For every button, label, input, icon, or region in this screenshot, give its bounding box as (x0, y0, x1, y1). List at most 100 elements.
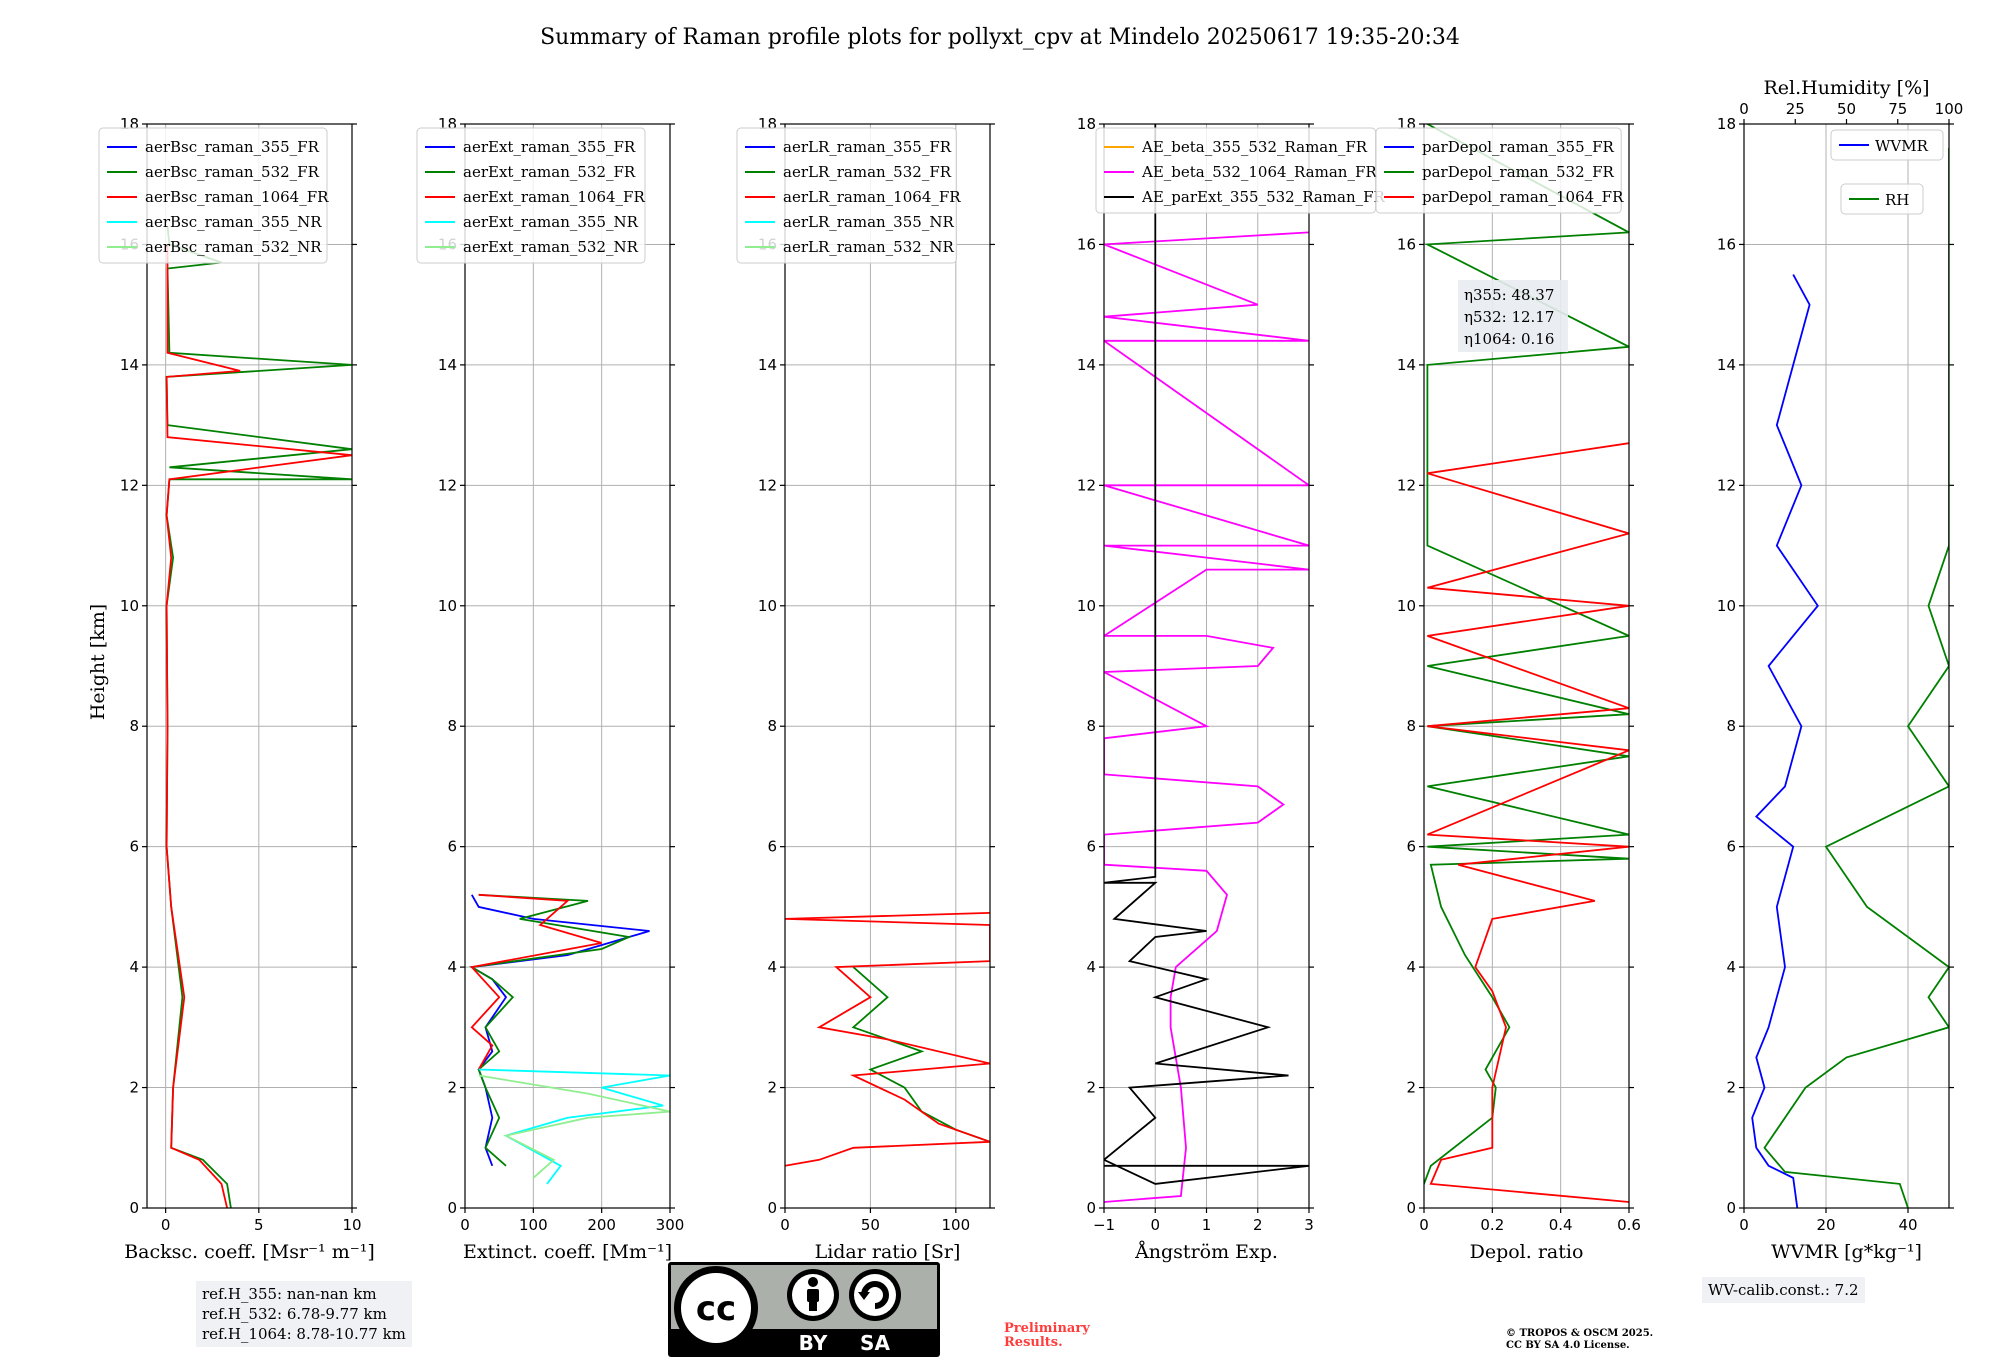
legend-label: aerBsc_raman_532_NR (145, 238, 322, 256)
y-tick-label: 8 (1726, 717, 1736, 735)
y-tick-label: 14 (438, 356, 457, 374)
panel-2: 0246810121416180100200300Extinct. coeff.… (416, 115, 685, 1263)
preliminary-line-2: Results. (1004, 1335, 1063, 1350)
y-tick-label: 10 (1397, 597, 1416, 615)
y-tick-label: 8 (1086, 717, 1096, 735)
x2-tick-label: 50 (1837, 100, 1856, 118)
copyright-line-2: CC BY SA 4.0 License. (1506, 1340, 1630, 1351)
y-tick-label: 14 (120, 356, 139, 374)
legend: aerBsc_raman_355_FR aerBsc_raman_532_FRae… (98, 127, 329, 264)
y-tick-label: 12 (1717, 476, 1736, 494)
y-tick-label: 4 (1406, 958, 1416, 976)
panels: 0246810121416180510Backsc. coeff. [Msr⁻¹… (98, 77, 1963, 1263)
legend-label: aerExt_raman_1064_FR (463, 188, 645, 206)
series-group (785, 912, 990, 1167)
y-tick-label: 2 (129, 1079, 139, 1097)
panel-3: 024681012141618050100Lidar ratio [Sr]aer… (736, 115, 995, 1263)
sa-label: SA (860, 1331, 890, 1355)
legend-label: aerExt_raman_355_FR (463, 138, 636, 156)
x-axis-label: Depol. ratio (1470, 1241, 1584, 1263)
series-line-1 (1751, 274, 1819, 1208)
x-axis-label: WVMR [g*kg⁻¹] (1771, 1241, 1922, 1263)
y-tick-label: 4 (129, 958, 139, 976)
x-tick-label: 1 (1202, 1216, 1212, 1234)
y-tick-label: 18 (1077, 115, 1096, 133)
annotation-text: η355: 48.37 (1464, 286, 1554, 304)
series-group (1424, 124, 1629, 1203)
panel-1: 0246810121416180510Backsc. coeff. [Msr⁻¹… (98, 115, 375, 1263)
series-group (1751, 148, 1949, 1208)
y-tick-label: 10 (120, 597, 139, 615)
x-tick-label: 3 (1304, 1216, 1314, 1234)
cc-license-badge: cc BY SA (668, 1262, 940, 1357)
x-tick-label: 300 (656, 1216, 685, 1234)
annotation-text: η1064: 0.16 (1464, 330, 1554, 348)
legend-label: aerLR_raman_532_NR (783, 238, 954, 256)
y-tick-label: 12 (438, 476, 457, 494)
series-line-5 (478, 1074, 670, 1179)
legend-box (98, 127, 328, 264)
x-tick-label: 0.2 (1480, 1216, 1504, 1234)
x-tick-label: 0 (1419, 1216, 1429, 1234)
legend-label: aerBsc_raman_355_FR (145, 138, 320, 156)
series-line-3 (1427, 442, 1629, 1203)
x2-tick-label: 25 (1786, 100, 1805, 118)
legend-label: AE_beta_532_1064_Raman_FR (1141, 163, 1377, 181)
annotation-text: η532: 12.17 (1464, 308, 1554, 326)
legend-label: aerLR_raman_1064_FR (783, 188, 961, 206)
x-tick-label: 0 (1739, 1216, 1749, 1234)
svg-text:cc: cc (696, 1289, 736, 1329)
series-line-2 (1763, 148, 1949, 1208)
y-tick-label: 2 (767, 1079, 777, 1097)
x-tick-label: 20 (1816, 1216, 1835, 1234)
y-tick-label: 0 (447, 1199, 457, 1217)
wv-calib-text: WV-calib.const.: 7.2 (1708, 1281, 1859, 1299)
y-tick-label: 16 (1077, 235, 1096, 253)
legend-box (736, 127, 957, 264)
x-tick-label: 0.4 (1549, 1216, 1573, 1234)
by-person-icon (787, 1269, 839, 1321)
series-line-2 (1424, 124, 1629, 1185)
y-tick-label: 6 (1726, 838, 1736, 856)
series-line-1 (469, 894, 650, 1167)
legend-box (1830, 129, 1944, 161)
x-tick-label: −1 (1093, 1216, 1115, 1234)
y-tick-label: 2 (1726, 1079, 1736, 1097)
y-tick-label: 6 (1406, 838, 1416, 856)
series-group (1104, 124, 1309, 1203)
axes-frame (1743, 123, 1950, 1209)
legend: aerLR_raman_355_FR aerLR_raman_532_FR aerL… (736, 127, 961, 264)
series-line-3 (785, 912, 990, 1167)
legend-label: parDepol_raman_355_FR (1422, 138, 1615, 156)
y-tick-label: 8 (1406, 717, 1416, 735)
y-tick-label: 0 (129, 1199, 139, 1217)
legend-label: parDepol_raman_1064_FR (1422, 188, 1624, 206)
x-tick-label: 200 (587, 1216, 616, 1234)
y-tick-label: 16 (1717, 235, 1736, 253)
legend-label: RH (1885, 191, 1909, 209)
x2-tick-label: 100 (1935, 100, 1964, 118)
y-tick-label: 16 (1397, 235, 1416, 253)
axes-frame (1423, 123, 1630, 1209)
y-tick-label: 8 (767, 717, 777, 735)
x-tick-label: 5 (254, 1216, 264, 1234)
series-line-4 (478, 1068, 670, 1185)
y-tick-label: 10 (438, 597, 457, 615)
y-tick-label: 2 (447, 1079, 457, 1097)
x-tick-label: 0 (161, 1216, 171, 1234)
cc-icon: cc (674, 1266, 758, 1350)
x-axis-label: Backsc. coeff. [Msr⁻¹ m⁻¹] (124, 1241, 375, 1263)
legend: aerExt_raman_355_FR aerExt_raman_532_FRae… (416, 127, 646, 264)
y-tick-label: 12 (120, 476, 139, 494)
y-tick-label: 10 (758, 597, 777, 615)
legend-label: aerBsc_raman_1064_FR (145, 188, 329, 206)
legend-label: aerBsc_raman_355_NR (145, 213, 322, 231)
y-tick-label: 12 (1077, 476, 1096, 494)
height-axis-label: Height [km] (87, 604, 109, 720)
x-tick-label: 2 (1253, 1216, 1263, 1234)
y-tick-label: 4 (447, 958, 457, 976)
legend: AE_beta_355_532_Raman_FR AE_beta_532_1064… (1095, 127, 1386, 214)
legend-box (416, 127, 646, 264)
